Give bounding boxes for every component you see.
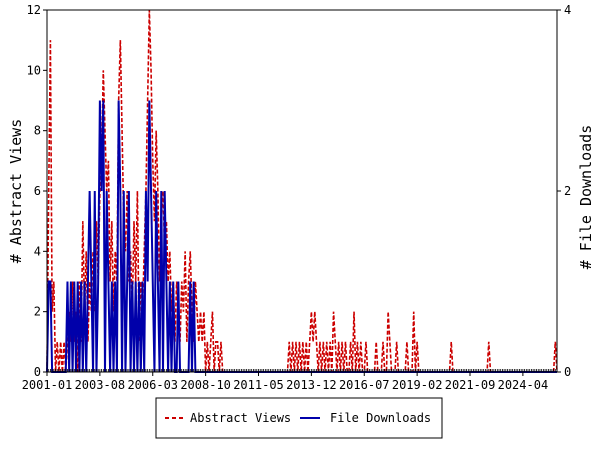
x-tick-label: 2021-09 bbox=[445, 378, 496, 392]
x-tick-label: 2006-03 bbox=[127, 378, 178, 392]
right-axis-title: # File Downloads bbox=[577, 125, 595, 270]
x-tick-label: 2001-01 bbox=[22, 378, 73, 392]
x-tick-label: 2011-05 bbox=[233, 378, 284, 392]
x-tick-label: 2019-02 bbox=[392, 378, 443, 392]
y-left-tick-label: 4 bbox=[34, 244, 41, 258]
x-minor-ticks bbox=[46, 369, 558, 372]
y-left-tick-label: 6 bbox=[34, 184, 41, 198]
axes-layer: 0 2 4 6 8 10 12 0 2 4 2001-01 2003-08 2006-03 2008-10… bbox=[22, 3, 572, 392]
y-right-tick-label: 4 bbox=[564, 3, 571, 17]
legend-box bbox=[155, 397, 443, 439]
y-left-tick-label: 12 bbox=[27, 3, 41, 17]
y-right-tick-label: 0 bbox=[564, 365, 571, 379]
y-left-tick-label: 10 bbox=[27, 63, 41, 77]
y-left-tick-label: 2 bbox=[34, 305, 41, 319]
legend: Abstract Views File Downloads bbox=[155, 397, 443, 439]
y-left-tick-label: 8 bbox=[34, 124, 41, 138]
x-tick-label: 2024-04 bbox=[498, 378, 549, 392]
x-tick-label: 2013-12 bbox=[286, 378, 337, 392]
left-axis-title: # Abstract Views bbox=[7, 119, 25, 264]
x-tick-label: 2003-08 bbox=[75, 378, 126, 392]
legend-label-abstract-views: Abstract Views bbox=[190, 411, 291, 425]
x-tick-label: 2008-10 bbox=[180, 378, 231, 392]
x-tick-label: 2016-07 bbox=[339, 378, 390, 392]
y-right-tick-label: 2 bbox=[564, 184, 571, 198]
y-left-tick-label: 0 bbox=[34, 365, 41, 379]
legend-label-file-downloads: File Downloads bbox=[330, 411, 431, 425]
